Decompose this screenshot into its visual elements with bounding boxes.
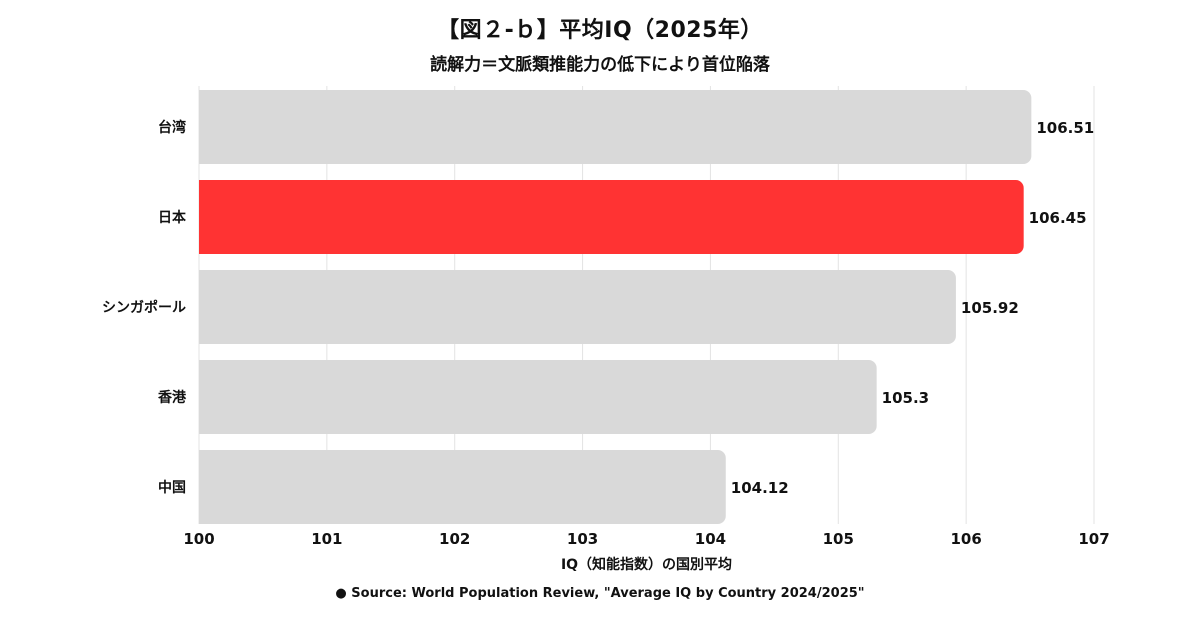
bar — [199, 180, 1024, 254]
x-tick-label: 105 — [823, 530, 854, 548]
category-label: 中国 — [158, 479, 186, 496]
bar-base — [199, 360, 209, 434]
chart-subtitle: 読解力＝文脈類推能力の低下により首位陥落 — [430, 55, 770, 75]
bar-base — [199, 270, 209, 344]
x-tick-label: 103 — [567, 530, 598, 548]
chart-title: 【図２-ｂ】平均IQ（2025年） — [437, 18, 763, 43]
value-label: 105.3 — [882, 389, 929, 407]
x-tick-label: 106 — [950, 530, 981, 548]
bar — [199, 360, 877, 434]
value-label: 105.92 — [961, 299, 1019, 317]
value-labels: 106.51 106.45 105.92 105.3 104.12 — [731, 119, 1094, 497]
bar — [199, 450, 726, 524]
category-label: 香港 — [157, 389, 187, 406]
category-label: シンガポール — [102, 299, 186, 316]
x-tick-label: 101 — [311, 530, 342, 548]
bars — [199, 90, 1032, 524]
value-label: 106.51 — [1036, 119, 1094, 137]
x-tick-label: 102 — [439, 530, 470, 548]
category-label: 台湾 — [158, 119, 186, 136]
x-tick-label: 100 — [183, 530, 214, 548]
bar-base — [199, 180, 209, 254]
x-tick-label: 104 — [695, 530, 726, 548]
value-label: 106.45 — [1029, 209, 1087, 227]
bar-base — [199, 450, 209, 524]
bar — [199, 270, 956, 344]
x-tick-label: 107 — [1078, 530, 1109, 548]
bar-base — [199, 90, 209, 164]
source-note: ● Source: World Population Review, "Aver… — [335, 586, 865, 601]
bar — [199, 90, 1032, 164]
x-axis-title: IQ（知能指数）の国別平均 — [561, 556, 732, 573]
x-tick-labels: 100 101 102 103 104 105 106 107 — [183, 530, 1109, 548]
category-label: 日本 — [158, 209, 187, 226]
value-label: 104.12 — [731, 479, 789, 497]
